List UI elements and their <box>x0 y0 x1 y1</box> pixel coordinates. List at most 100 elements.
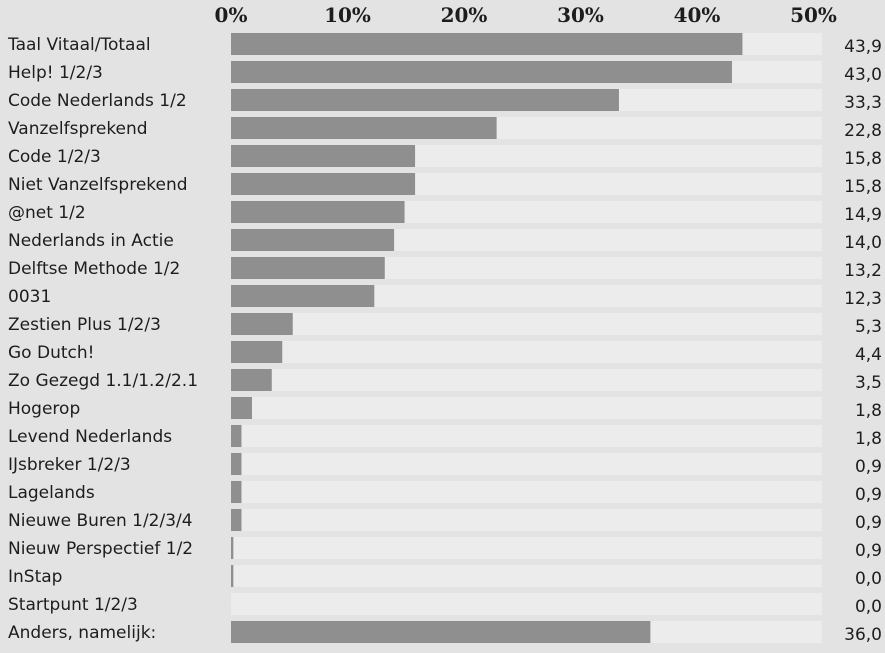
value-label: 5,3 <box>855 317 882 337</box>
bar <box>231 89 619 111</box>
x-tick-label: 20% <box>441 3 488 27</box>
value-label: 1,8 <box>855 401 882 421</box>
x-tick-label: 30% <box>557 3 604 27</box>
bar <box>231 257 385 279</box>
value-label: 0,0 <box>855 597 882 617</box>
category-label: IJsbreker 1/2/3 <box>8 455 131 475</box>
bar-track <box>231 313 822 335</box>
bar <box>231 201 405 223</box>
bar <box>231 537 234 559</box>
bar-row: Hogerop 1,8 <box>8 397 882 421</box>
x-tick-label: 0% <box>215 3 248 27</box>
x-tick-label: 40% <box>674 3 721 27</box>
bar <box>231 453 242 475</box>
category-label: 0031 <box>8 287 51 307</box>
x-tick-label: 50% <box>790 3 837 27</box>
bar-row: Levend Nederlands 1,8 <box>8 425 882 449</box>
x-tick-label: 10% <box>324 3 371 27</box>
bar-row: Vanzelfsprekend 22,8 <box>8 117 882 141</box>
bar <box>231 145 416 167</box>
bar <box>231 425 242 447</box>
category-label: @net 1/2 <box>8 203 86 223</box>
bar-row: Taal Vitaal/Totaal 43,9 <box>7 33 882 57</box>
bar-track <box>231 537 822 559</box>
bar-row: Zo Gezegd 1.1/1.2/2.1 3,5 <box>8 369 882 393</box>
category-label: Startpunt 1/2/3 <box>8 595 138 615</box>
category-label: Code Nederlands 1/2 <box>8 91 187 111</box>
value-label: 43,9 <box>844 37 882 57</box>
bar <box>231 33 743 55</box>
value-label: 3,5 <box>855 373 882 393</box>
bar-row: Niet Vanzelfsprekend 15,8 <box>8 173 882 197</box>
bar-row: Go Dutch! 4,4 <box>8 341 882 365</box>
bar <box>231 481 242 503</box>
value-label: 12,3 <box>844 289 882 309</box>
category-label: Zo Gezegd 1.1/1.2/2.1 <box>8 371 198 391</box>
category-label: Hogerop <box>8 399 80 419</box>
value-label: 33,3 <box>844 93 882 113</box>
bar <box>231 621 651 643</box>
bar-track <box>231 509 822 531</box>
category-label: Levend Nederlands <box>8 427 172 447</box>
category-label: Lagelands <box>8 483 95 503</box>
category-label: Code 1/2/3 <box>8 147 101 167</box>
value-label: 0,9 <box>855 541 882 561</box>
value-label: 13,2 <box>844 261 882 281</box>
value-label: 14,9 <box>844 205 882 225</box>
bar <box>231 397 252 419</box>
bar <box>231 313 293 335</box>
bar <box>231 509 242 531</box>
bar-row: @net 1/2 14,9 <box>8 201 882 225</box>
bar <box>231 285 375 307</box>
bar-row: IJsbreker 1/2/3 0,9 <box>8 453 882 477</box>
category-label: Nieuw Perspectief 1/2 <box>8 539 193 559</box>
category-label: Zestien Plus 1/2/3 <box>8 315 161 335</box>
bar-track <box>231 481 822 503</box>
value-label: 15,8 <box>844 149 882 169</box>
value-label: 4,4 <box>855 345 882 365</box>
bar-rows: Taal Vitaal/Totaal 43,9 Help! 1/2/3 43,0 Cod… <box>7 33 882 645</box>
category-label: Help! 1/2/3 <box>8 63 103 83</box>
bar-track <box>231 593 822 615</box>
value-label: 0,9 <box>855 513 882 533</box>
category-label: Niet Vanzelfsprekend <box>8 175 188 195</box>
bar <box>231 173 416 195</box>
bar-row: Nederlands in Actie 14,0 <box>8 229 882 253</box>
bar-track <box>231 453 822 475</box>
bar-row: Delftse Methode 1/2 13,2 <box>8 257 882 281</box>
value-label: 36,0 <box>844 625 882 645</box>
category-label: Vanzelfsprekend <box>8 119 148 139</box>
bar-row: 0031 12,3 <box>8 285 882 309</box>
bar-row: Startpunt 1/2/3 0,0 <box>8 593 882 617</box>
value-label: 22,8 <box>844 121 882 141</box>
category-label: Go Dutch! <box>8 343 94 363</box>
category-label: Nederlands in Actie <box>8 231 174 251</box>
bar-track <box>231 425 822 447</box>
bar <box>231 565 234 587</box>
bar-row: Nieuw Perspectief 1/2 0,9 <box>8 537 882 561</box>
bar-row: Zestien Plus 1/2/3 5,3 <box>8 313 882 337</box>
bar-row: Nieuwe Buren 1/2/3/4 0,9 <box>8 509 882 533</box>
bar <box>231 341 283 363</box>
category-label: Taal Vitaal/Totaal <box>7 35 151 55</box>
bar <box>231 61 732 83</box>
bar-track <box>231 369 822 391</box>
bar-track <box>231 397 822 419</box>
value-label: 15,8 <box>844 177 882 197</box>
bar-track <box>231 565 822 587</box>
bar-track <box>231 285 822 307</box>
bar <box>231 369 272 391</box>
category-label: InStap <box>8 567 62 587</box>
value-label: 43,0 <box>844 65 882 85</box>
value-label: 0,9 <box>855 457 882 477</box>
category-label: Nieuwe Buren 1/2/3/4 <box>8 511 193 531</box>
bar-row: Help! 1/2/3 43,0 <box>8 61 882 85</box>
value-label: 1,8 <box>855 429 882 449</box>
bar-row: Lagelands 0,9 <box>8 481 882 505</box>
bar-row: Code 1/2/3 15,8 <box>8 145 882 169</box>
value-label: 0,9 <box>855 485 882 505</box>
bar <box>231 117 497 139</box>
value-label: 14,0 <box>844 233 882 253</box>
category-label: Anders, namelijk: <box>8 623 156 643</box>
